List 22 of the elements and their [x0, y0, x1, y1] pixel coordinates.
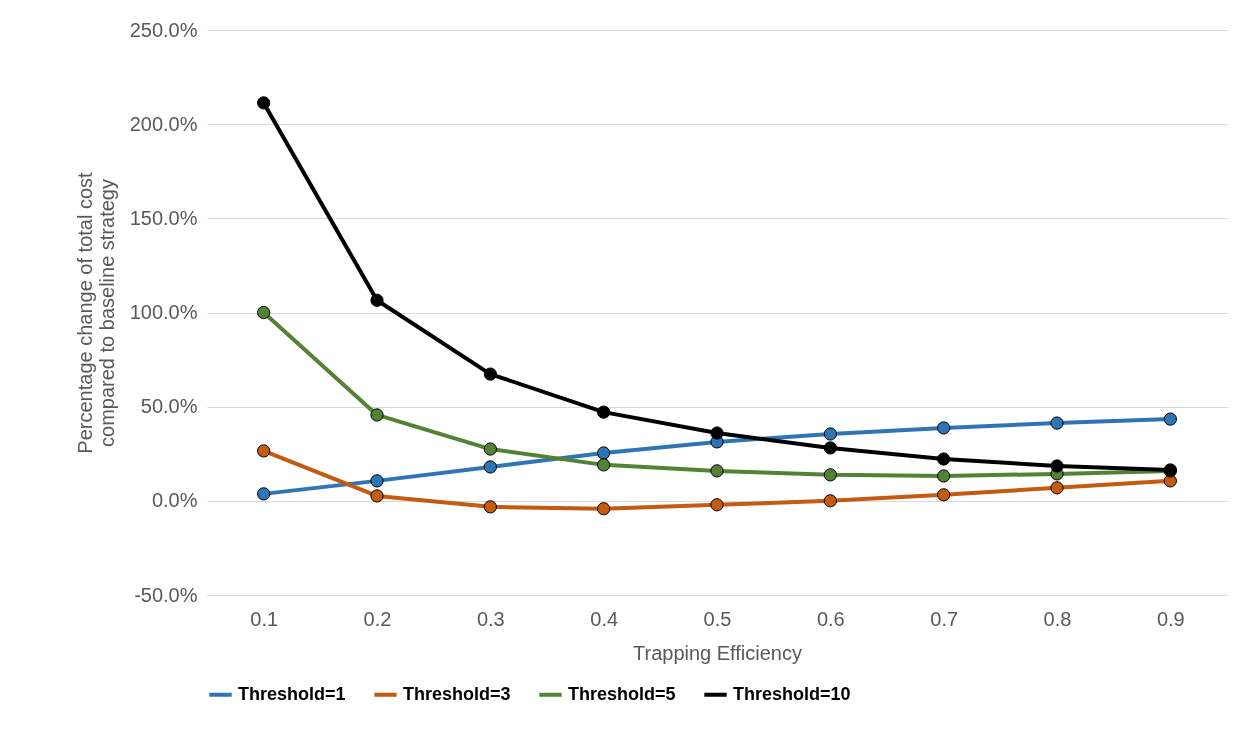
y-tick-label: 0.0%: [151, 489, 198, 512]
y-axis-title: Percentage change of total cost compared to baseline strategy: [73, 171, 118, 454]
legend-label: Threshold=10: [733, 683, 851, 704]
x-tick-label: 0.3: [476, 607, 505, 630]
y-tick-label: 50.0%: [140, 395, 198, 418]
y-tick-label: 100.0%: [129, 301, 198, 323]
x-tick-label: 0.5: [703, 607, 732, 630]
legend-label: Threshold=5: [568, 683, 676, 704]
x-tick-label: 0.4: [590, 607, 619, 630]
x-axis-title: Trapping Efficiency: [633, 641, 802, 664]
x-tick-label: 0.7: [930, 607, 959, 630]
legend-label: Threshold=3: [403, 683, 511, 704]
y-tick-label: 200.0%: [129, 112, 198, 135]
x-tick-label: 0.8: [1043, 607, 1072, 630]
y-tick-label: -50.0%: [134, 583, 198, 606]
y-tick-label: 250.0%: [129, 18, 198, 41]
x-tick-label: 0.6: [816, 607, 845, 630]
x-tick-label: 0.2: [363, 607, 392, 630]
x-tick-label: 0.9: [1156, 607, 1185, 630]
y-tick-label: 150.0%: [129, 206, 198, 229]
legend-label: Threshold=1: [238, 683, 346, 704]
x-tick-label: 0.1: [250, 607, 279, 630]
